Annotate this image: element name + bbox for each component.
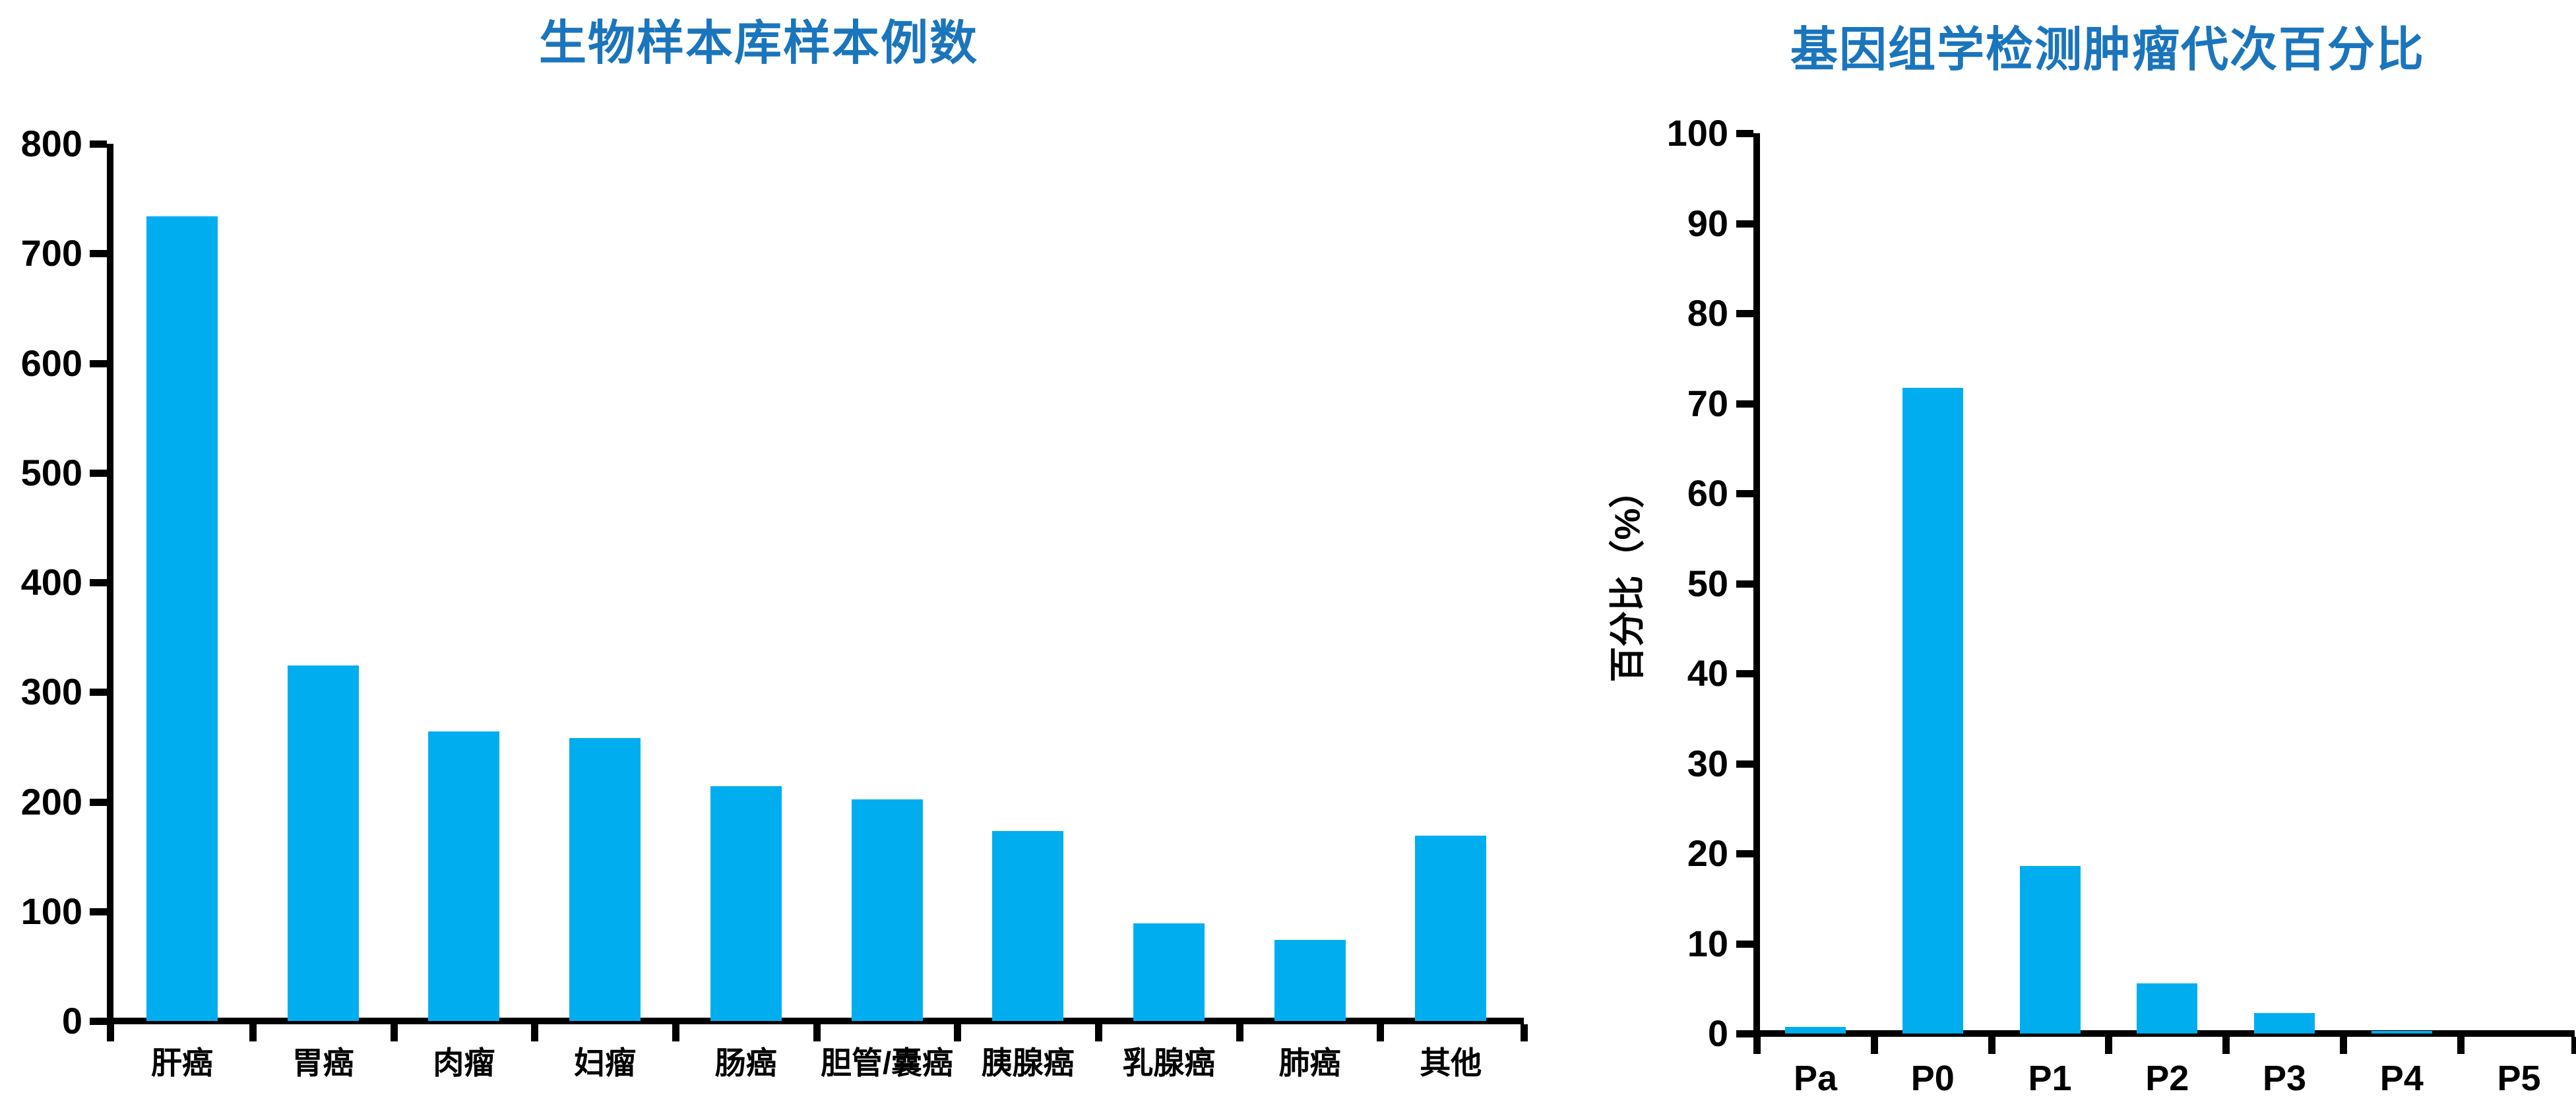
y-tick [90,798,107,806]
bar-肠癌 [710,786,782,1021]
y-tick [1736,310,1753,317]
bar-胰腺癌 [992,831,1064,1021]
x-category-label: P0 [1910,1059,1955,1098]
bar-Pa [1785,1027,1846,1034]
y-tick [90,250,107,258]
x-category-label: P2 [2145,1059,2189,1098]
y-tick [1736,130,1753,137]
y-tick-label: 100 [20,890,82,932]
bar-妇瘤 [569,738,641,1021]
y-tick-label: 800 [20,123,82,164]
x-tick [954,1024,962,1041]
y-tick [90,689,107,696]
x-tick [2571,1037,2576,1054]
y-tick-label: 700 [20,232,82,274]
x-category-label: Pa [1793,1059,1838,1098]
x-tick [2105,1037,2113,1054]
y-tick [1736,670,1753,677]
x-category-label: 肉瘤 [433,1045,495,1080]
y-tick-label: 0 [61,1000,82,1041]
y-tick-label: 200 [20,780,82,822]
y-tick [1736,760,1753,768]
x-tick [531,1024,539,1041]
bar-肝癌 [146,216,218,1021]
y-tick-label: 10 [1687,922,1728,964]
y-tick-label: 50 [1687,562,1728,604]
x-tick [2222,1037,2230,1054]
x-category-label: P4 [2379,1059,2424,1098]
y-tick [1736,1030,1753,1037]
y-tick [90,359,107,367]
x-category-label: 肠癌 [714,1045,777,1080]
x-category-label: 妇瘤 [574,1045,637,1080]
y-axis-line [1753,133,1760,1037]
y-tick-label: 0 [1707,1012,1728,1054]
y-tick [90,908,107,915]
bar-肺癌 [1274,939,1346,1021]
x-tick [390,1024,398,1041]
y-tick [90,579,107,586]
y-tick [90,140,107,148]
y-tick [1736,490,1753,497]
bar-P3 [2254,1012,2315,1034]
x-category-label: 肝癌 [151,1045,213,1080]
y-tick [1736,220,1753,228]
x-tick [1377,1024,1385,1041]
y-tick [90,1018,107,1025]
bar-其他 [1415,836,1487,1021]
y-tick-label: 70 [1687,382,1728,424]
y-tick-label: 30 [1687,742,1728,784]
x-tick [1236,1024,1243,1041]
x-tick [1753,1037,1761,1054]
y-tick-label: 90 [1687,202,1728,244]
y-tick [1736,940,1753,948]
x-category-label: P1 [2028,1059,2072,1098]
bar-肉瘤 [428,731,500,1021]
y-tick-label: 40 [1687,652,1728,694]
bar-胆管/囊癌 [851,799,923,1021]
y-axis-line [107,144,113,1024]
x-category-label: 其他 [1420,1045,1482,1080]
y-tick-label: 300 [20,671,82,713]
bar-P0 [1902,388,1963,1034]
y-tick-label: 600 [20,342,82,384]
bar-胃癌 [287,665,359,1021]
x-tick [1095,1024,1103,1041]
x-tick [2457,1037,2465,1054]
y-tick-label: 60 [1687,472,1728,514]
bar-P4 [2371,1030,2432,1034]
bar-乳腺癌 [1133,923,1205,1021]
x-axis-line [1753,1030,2575,1037]
x-tick [107,1024,114,1041]
y-tick [1736,850,1753,857]
right-chart-title: 基因组学检测肿瘤代次百分比 [1790,24,2425,77]
x-category-label: 胰腺癌 [981,1045,1075,1080]
x-category-label: 肺癌 [1278,1045,1341,1080]
x-category-label: 乳腺癌 [1122,1045,1216,1080]
y-tick-label: 400 [20,561,82,603]
x-tick [1870,1037,1878,1054]
x-tick [813,1024,821,1041]
bar-P2 [2137,983,2198,1034]
left-chart-title: 生物样本库样本例数 [538,17,978,70]
y-tick-label: 80 [1687,292,1728,334]
x-category-label: 胃癌 [292,1045,354,1080]
x-category-label: P5 [2497,1059,2541,1098]
x-axis-line [107,1018,1524,1024]
x-tick [672,1024,679,1041]
y-tick-label: 100 [1666,112,1728,154]
y-tick-label: 500 [20,451,82,493]
x-category-label: P3 [2262,1059,2307,1098]
bar-P1 [2019,866,2081,1034]
y-tick-label: 20 [1687,832,1728,874]
x-category-label: 胆管/囊癌 [820,1045,954,1080]
x-tick [1521,1024,1528,1041]
x-tick [2339,1037,2347,1054]
y-tick [1736,400,1753,408]
y-tick [1736,580,1753,588]
x-tick [1988,1037,1995,1054]
y-tick [90,469,107,477]
x-tick [249,1024,257,1041]
